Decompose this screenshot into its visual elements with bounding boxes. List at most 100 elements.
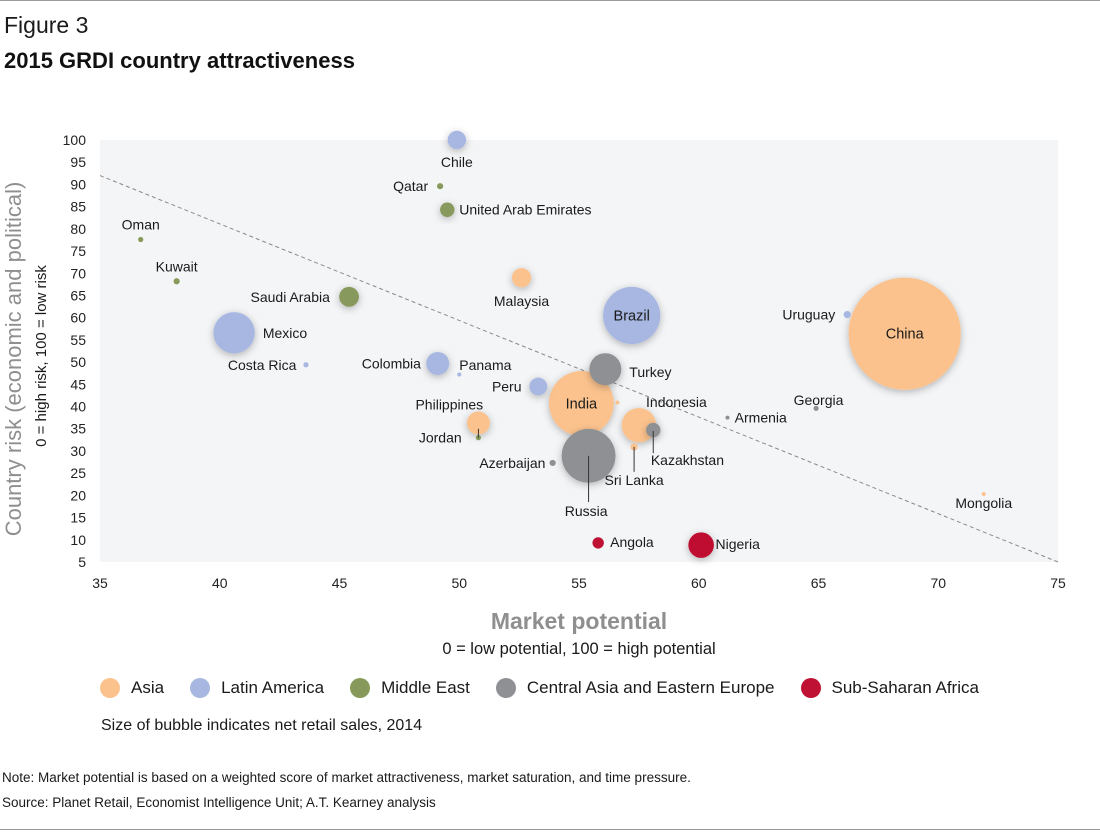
y-tick-45: 45 <box>70 376 86 392</box>
x-axis-title: Market potential <box>491 608 667 634</box>
bubble-qatar <box>436 183 444 190</box>
bubble-colombia <box>426 351 450 375</box>
bubble-peru <box>529 377 548 396</box>
bubble-georgia <box>813 405 819 411</box>
legend-label-central-asia: Central Asia and Eastern Europe <box>526 678 775 697</box>
bubble-india <box>548 371 614 436</box>
label-angola: Angola <box>610 534 654 550</box>
bubble-united-arab-emirates <box>440 202 455 217</box>
label-nigeria: Nigeria <box>716 536 761 552</box>
label-china: China <box>886 327 925 343</box>
x-tick-40: 40 <box>212 575 228 591</box>
legend-swatch-sub-saharan-africa <box>800 678 821 698</box>
bubble-malaysia <box>511 268 532 288</box>
legend-item-latin-america: Latin America <box>190 678 324 698</box>
bubble-philippines <box>471 424 476 429</box>
bubble-oman <box>138 236 144 243</box>
x-tick-50: 50 <box>451 575 467 591</box>
label-turkey: Turkey <box>629 364 671 380</box>
label-georgia: Georgia <box>794 392 844 408</box>
bubble-armenia <box>725 415 730 420</box>
y-tick-55: 55 <box>70 332 86 348</box>
bubble-brazil <box>603 286 661 345</box>
y-tick-50: 50 <box>70 354 86 370</box>
bubble-costa-rica <box>303 362 309 368</box>
bubble-china <box>848 277 961 390</box>
bubble-angola <box>592 537 604 549</box>
label-jordan: Jordan <box>419 430 462 446</box>
bubble-uruguay <box>843 310 851 319</box>
bubble-kazakhstan <box>646 422 661 438</box>
bubble-turkey <box>589 353 622 386</box>
y-tick-25: 25 <box>70 465 86 481</box>
y-tick-60: 60 <box>70 310 86 326</box>
x-tick-75: 75 <box>1050 575 1066 591</box>
y-tick-10: 10 <box>70 532 86 548</box>
y-tick-100: 100 <box>63 132 87 148</box>
label-mexico: Mexico <box>263 325 308 341</box>
y-tick-90: 90 <box>70 176 86 192</box>
y-tick-75: 75 <box>70 243 86 259</box>
y-tick-15: 15 <box>70 510 86 526</box>
x-tick-60: 60 <box>691 575 707 591</box>
x-tick-45: 45 <box>332 575 348 591</box>
label-indonesia: Indonesia <box>646 394 707 410</box>
legend: Asia Latin America Middle East Central A… <box>100 678 1005 698</box>
label-malaysia: Malaysia <box>494 293 549 309</box>
x-tick-65: 65 <box>811 575 827 591</box>
y-tick-30: 30 <box>70 443 86 459</box>
label-russia: Russia <box>565 503 608 519</box>
y-tick-20: 20 <box>70 487 86 503</box>
bubble-size-note: Size of bubble indicates net retail sale… <box>101 717 423 734</box>
label-saudi-arabia: Saudi Arabia <box>251 289 331 305</box>
bubble-kuwait <box>173 278 180 285</box>
y-tick-40: 40 <box>70 399 86 415</box>
legend-label-middle-east: Middle East <box>381 678 470 697</box>
legend-item-asia: Asia <box>100 678 164 698</box>
x-axis-subtitle: 0 = low potential, 100 = high potential <box>442 640 715 658</box>
figure-title: 2015 GRDI country attractiveness <box>4 48 355 73</box>
legend-swatch-middle-east <box>350 678 371 698</box>
x-tick-35: 35 <box>92 575 108 591</box>
bubble-mexico <box>213 312 255 354</box>
bubble-saudi-arabia <box>339 286 359 307</box>
figure-label: Figure 3 <box>4 12 89 38</box>
footnote: Note: Market potential is based on a wei… <box>2 770 691 785</box>
bubble-mongolia <box>981 492 986 497</box>
y-tick-95: 95 <box>70 154 86 170</box>
bubble-nigeria <box>688 532 714 558</box>
bubble-jordan <box>466 411 490 435</box>
bubble-chile <box>447 130 467 150</box>
legend-item-sub-saharan-africa: Sub-Saharan Africa <box>800 678 979 698</box>
source-note: Source: Planet Retail, Economist Intelli… <box>2 795 436 810</box>
label-panama: Panama <box>459 357 511 373</box>
y-tick-5: 5 <box>78 554 86 570</box>
label-brazil: Brazil <box>614 308 650 324</box>
label-sri-lanka: Sri Lanka <box>605 472 664 488</box>
label-colombia: Colombia <box>362 355 421 371</box>
y-tick-85: 85 <box>70 199 86 215</box>
label-qatar: Qatar <box>393 178 428 194</box>
label-mongolia: Mongolia <box>955 495 1012 511</box>
bubble-azerbaijan <box>549 459 556 467</box>
y-axis-title: Country risk (economic and political) <box>1 182 26 537</box>
label-costa-rica: Costa Rica <box>228 357 297 373</box>
legend-swatch-asia <box>100 678 120 698</box>
label-peru: Peru <box>492 379 522 395</box>
top-rule <box>0 0 1100 1</box>
label-united-arab-emirates: United Arab Emirates <box>459 202 591 218</box>
label-armenia: Armenia <box>735 410 787 426</box>
legend-item-central-asia: Central Asia and Eastern Europe <box>495 678 775 698</box>
label-india: India <box>566 396 598 412</box>
bubble-chart: Chile Qatar United Arab Emirates Oman Kuwait… <box>1 130 1066 658</box>
legend-label-latin-america: Latin America <box>221 678 325 697</box>
y-tick-70: 70 <box>70 265 86 281</box>
label-uruguay: Uruguay <box>782 307 835 323</box>
label-oman: Oman <box>122 216 160 232</box>
x-tick-70: 70 <box>930 575 946 591</box>
y-tick-65: 65 <box>70 287 86 303</box>
label-azerbaijan: Azerbaijan <box>479 455 545 471</box>
legend-label-asia: Asia <box>131 678 165 697</box>
y-tick-35: 35 <box>70 421 86 437</box>
label-philippines: Philippines <box>415 396 483 412</box>
